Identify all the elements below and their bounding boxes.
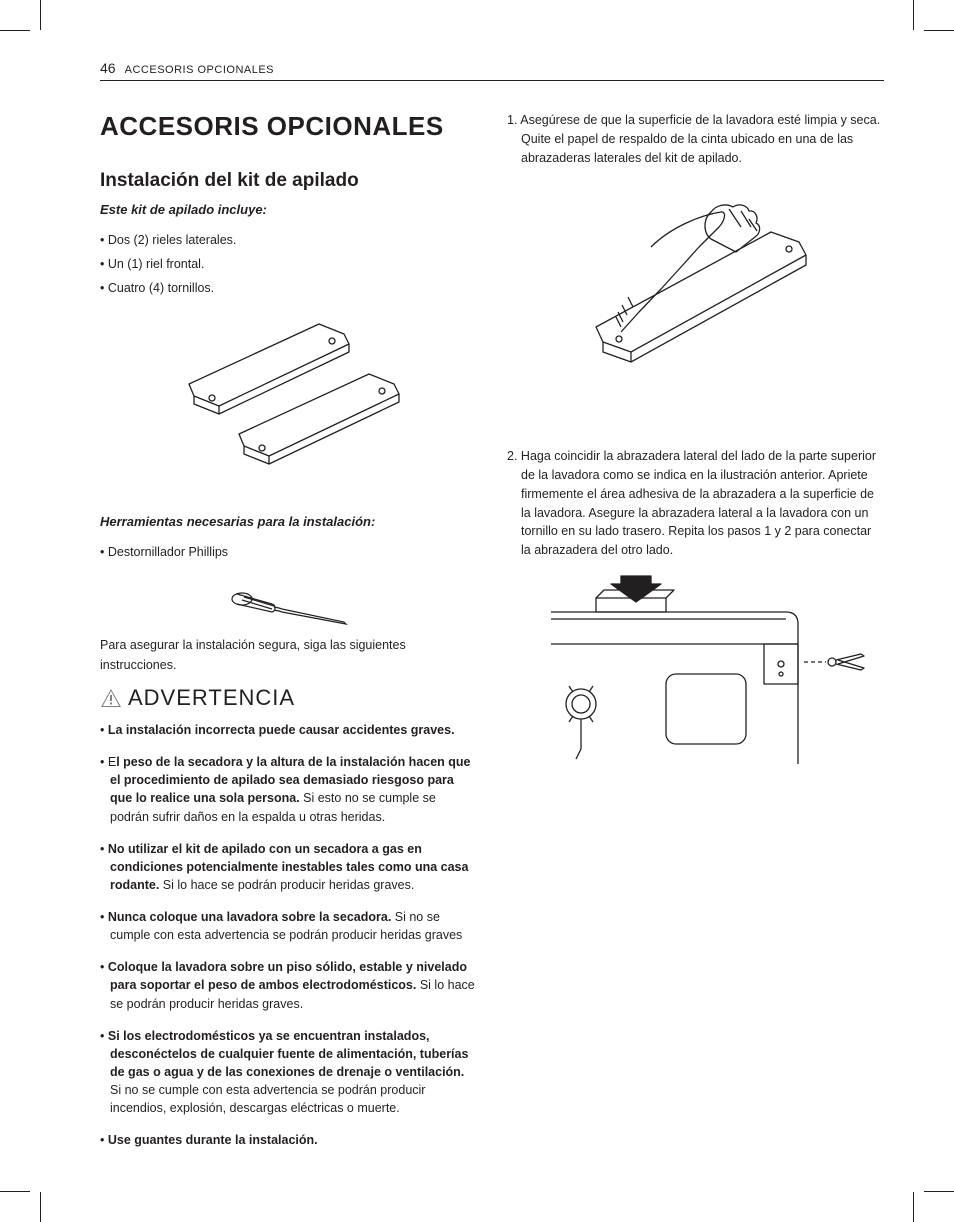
kit-contents-list: Dos (2) rieles laterales. Un (1) riel fr… — [100, 229, 477, 300]
right-column: 1. Asegúrese de que la superficie de la … — [507, 111, 884, 1163]
step-item: 1. Asegúrese de que la superficie de la … — [507, 111, 884, 167]
left-column: ACCESORIS OPCIONALES Instalación del kit… — [100, 111, 477, 1163]
page-number: 46 — [100, 60, 116, 76]
list-item: El peso de la secadora y la altura de la… — [100, 753, 477, 826]
screwdriver-icon — [224, 579, 354, 629]
page-title: ACCESORIS OPCIONALES — [100, 111, 477, 142]
rails-icon — [154, 314, 424, 484]
list-item: Dos (2) rieles laterales. — [100, 229, 477, 253]
mount-icon — [526, 574, 866, 774]
warning-heading: ADVERTENCIA — [100, 685, 477, 711]
list-item: Cuatro (4) tornillos. — [100, 277, 477, 301]
page-header: 46 ACCESORIS OPCIONALES — [100, 60, 884, 81]
list-item: Use guantes durante la instalación. — [100, 1131, 477, 1149]
screwdriver-illustration — [100, 579, 477, 629]
warning-label: ADVERTENCIA — [128, 685, 295, 711]
step-item: 2. Haga coincidir la abrazadera lateral … — [507, 447, 884, 560]
header-section-label: ACCESORIS OPCIONALES — [125, 64, 274, 76]
mount-illustration — [507, 574, 884, 774]
list-item: Destornillador Phillips — [100, 541, 477, 565]
warning-icon — [100, 688, 122, 708]
warning-list: La instalación incorrecta puede causar a… — [100, 721, 477, 1149]
list-item: Coloque la lavadora sobre un piso sólido… — [100, 958, 477, 1012]
tools-list: Destornillador Phillips — [100, 541, 477, 565]
section-heading: Instalación del kit de apilado — [100, 170, 477, 192]
list-item: Nunca coloque una lavadora sobre la seca… — [100, 908, 477, 944]
intro-paragraph: Para asegurar la instalación segura, sig… — [100, 635, 477, 675]
content-columns: ACCESORIS OPCIONALES Instalación del kit… — [100, 111, 884, 1163]
list-item: La instalación incorrecta puede causar a… — [100, 721, 477, 739]
kit-includes-heading: Este kit de apilado incluye: — [100, 202, 477, 217]
list-item: No utilizar el kit de apilado con un sec… — [100, 840, 477, 894]
peel-icon — [561, 197, 831, 417]
rails-illustration — [100, 314, 477, 484]
list-item: Un (1) riel frontal. — [100, 253, 477, 277]
list-item: Si los electrodomésticos ya se encuentra… — [100, 1027, 477, 1118]
steps-list: 2. Haga coincidir la abrazadera lateral … — [507, 447, 884, 560]
tools-heading: Herramientas necesarias para la instalac… — [100, 514, 477, 529]
peel-illustration — [507, 197, 884, 417]
steps-list: 1. Asegúrese de que la superficie de la … — [507, 111, 884, 167]
